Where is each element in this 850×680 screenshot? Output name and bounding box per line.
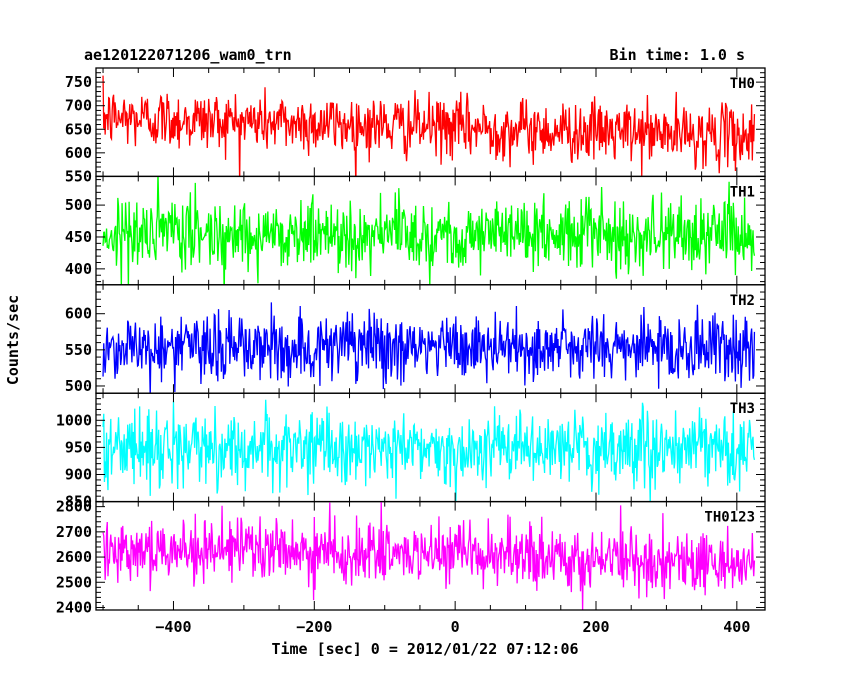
series-line-th3: [102, 399, 756, 502]
panels: 550 600 650 700 750 TH0 400 450 500 TH1 500 550 600 T…: [56, 67, 766, 616]
x-tick-label: 200: [582, 618, 609, 636]
panel-label: TH0: [730, 76, 755, 92]
y-tick-label: 400: [65, 260, 92, 278]
y-tick-label: 600: [65, 144, 92, 162]
y-tick-label: 900: [65, 466, 92, 484]
bin-time-label: Bin time: 1.0 s: [610, 46, 745, 64]
panel-label: TH0123: [704, 510, 755, 526]
series-line-th1: [102, 176, 756, 285]
y-tick-label: 450: [65, 228, 92, 246]
panel-th3: 850 900 950 1000 TH3: [56, 392, 766, 511]
panel-label: TH2: [730, 293, 755, 309]
y-tick-label: 950: [65, 438, 92, 456]
y-tick-label: 2700: [56, 523, 92, 541]
series-line-th0: [102, 75, 756, 177]
panel-label: TH1: [730, 184, 755, 200]
panel-th0: 550 600 650 700 750 TH0: [65, 67, 766, 185]
x-tick-label: 0: [451, 618, 460, 636]
series-line-th2: [102, 302, 756, 394]
y-tick-label: 700: [65, 97, 92, 115]
y-tick-label: 2600: [56, 548, 92, 566]
x-tick-label: −200: [296, 618, 332, 636]
y-tick-label: 750: [65, 73, 92, 91]
y-tick-label: 2400: [56, 598, 92, 616]
panel-th2: 500 550 600 TH2: [65, 284, 766, 395]
x-axis-label: Time [sec] 0 = 2012/01/22 07:12:06: [271, 640, 578, 658]
y-tick-label: 850: [65, 493, 92, 511]
y-tick-label: 550: [65, 167, 92, 185]
x-tick-label: −400: [155, 618, 191, 636]
y-axis-label: Counts/sec: [4, 295, 22, 385]
y-tick-label: 550: [65, 341, 92, 359]
panel-th1: 400 450 500 TH1: [65, 175, 766, 286]
panel-label: TH3: [730, 401, 755, 417]
y-tick-label: 2500: [56, 573, 92, 591]
panel-frame: [95, 500, 766, 611]
x-axis: −400 −200 0 200 400: [155, 618, 750, 636]
series-line-th0123: [102, 501, 756, 611]
y-tick-label: 500: [65, 377, 92, 395]
y-tick-label: 650: [65, 120, 92, 138]
chart-title: ae120122071206_wam0_trn: [84, 46, 292, 64]
x-tick-label: 400: [723, 618, 750, 636]
y-tick-label: 1000: [56, 411, 92, 429]
panel-th0123: 2400 2500 2600 2700 2800 TH0123: [56, 498, 766, 616]
y-tick-label: 600: [65, 305, 92, 323]
y-tick-label: 2800: [56, 498, 92, 516]
y-tick-label: 500: [65, 196, 92, 214]
